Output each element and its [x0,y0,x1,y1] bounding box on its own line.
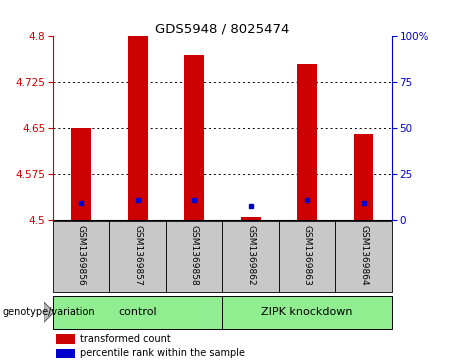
Text: GSM1369862: GSM1369862 [246,225,255,286]
FancyBboxPatch shape [53,296,222,329]
Bar [184,54,204,220]
FancyBboxPatch shape [279,221,336,292]
Title: GDS5948 / 8025474: GDS5948 / 8025474 [155,22,290,35]
Text: GSM1369863: GSM1369863 [302,225,312,286]
Bar [128,36,148,220]
Bar [297,64,317,220]
Text: control: control [118,307,157,317]
Bar [241,217,260,220]
FancyBboxPatch shape [53,221,110,292]
Text: GSM1369857: GSM1369857 [133,225,142,286]
Bar [71,128,91,220]
FancyBboxPatch shape [166,221,222,292]
Bar [56,349,75,358]
FancyBboxPatch shape [222,296,392,329]
Bar [354,134,373,220]
Text: percentile rank within the sample: percentile rank within the sample [80,348,245,359]
Polygon shape [44,302,54,322]
FancyBboxPatch shape [336,221,392,292]
FancyBboxPatch shape [222,221,279,292]
FancyBboxPatch shape [110,221,166,292]
Text: GSM1369856: GSM1369856 [77,225,86,286]
Text: GSM1369858: GSM1369858 [189,225,199,286]
Bar [56,334,75,344]
Text: genotype/variation: genotype/variation [2,307,95,317]
Text: transformed count: transformed count [80,334,171,344]
Text: GSM1369864: GSM1369864 [359,225,368,286]
Text: ZIPK knockdown: ZIPK knockdown [261,307,353,317]
